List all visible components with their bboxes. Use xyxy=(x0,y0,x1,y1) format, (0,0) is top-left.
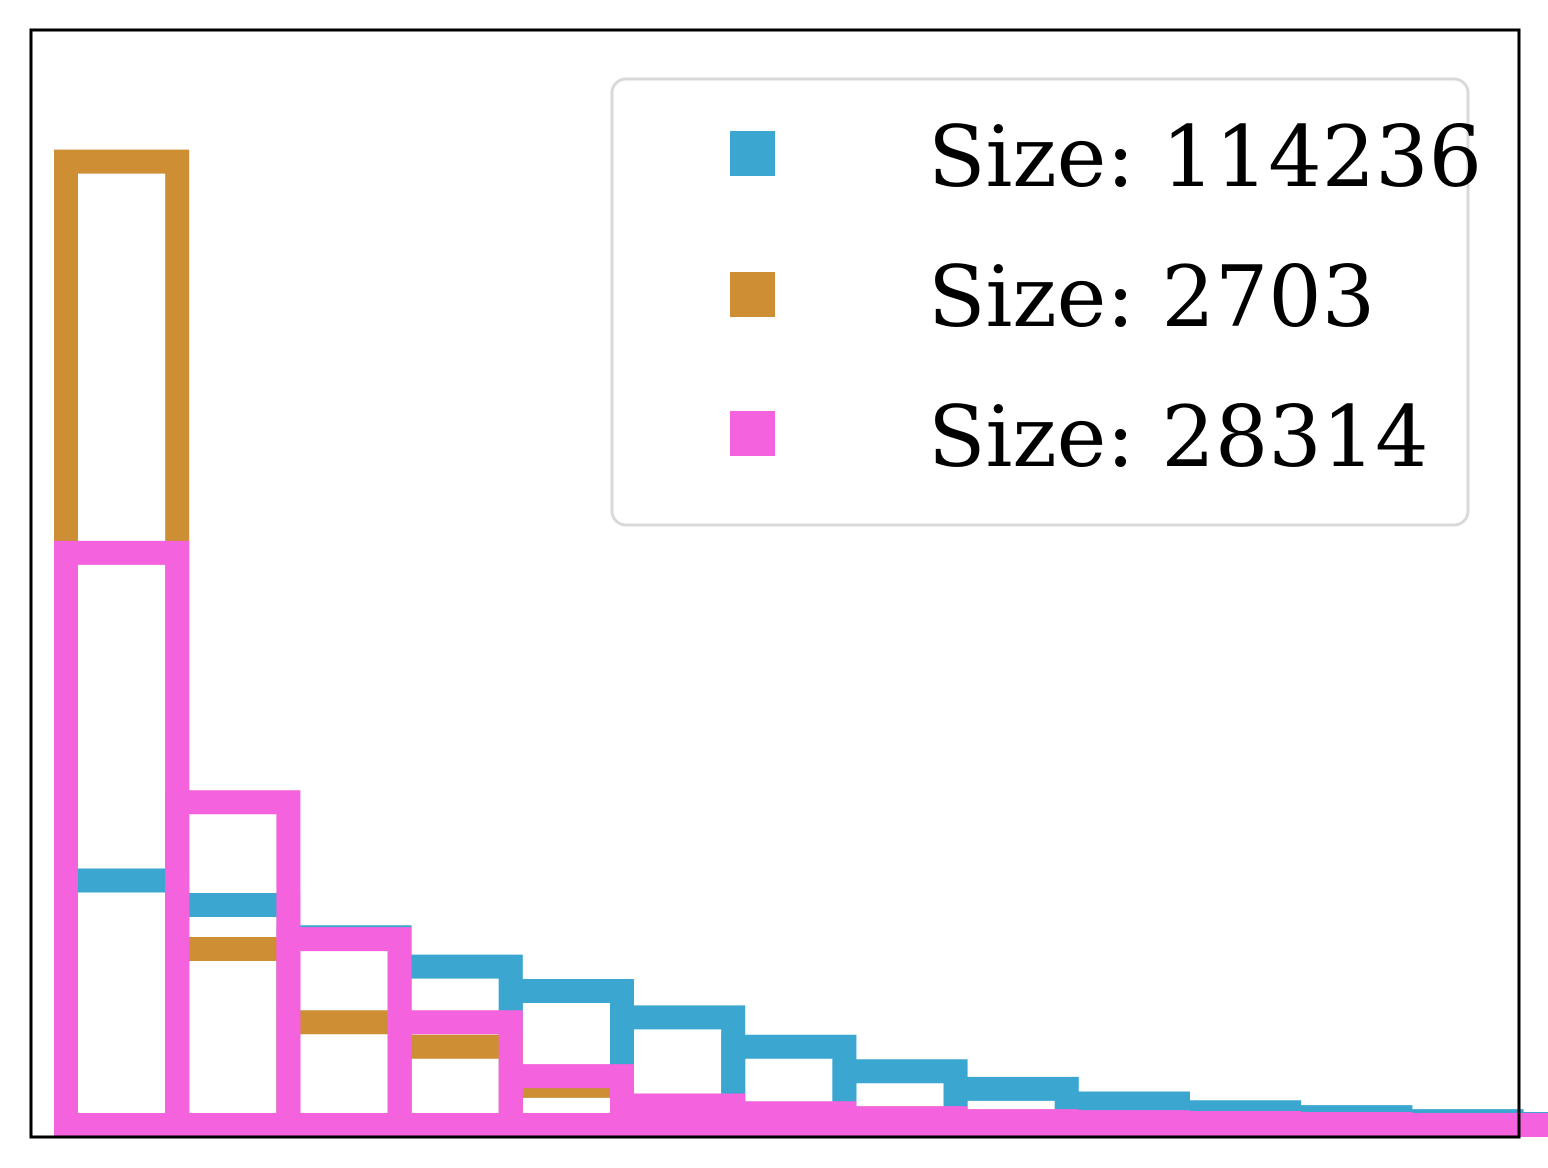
series-3 xyxy=(54,540,1548,1137)
legend-swatch-2 xyxy=(730,272,775,317)
plot-frame xyxy=(29,28,1521,1139)
series-layer xyxy=(54,149,1548,1137)
legend: Size: 114236 Size: 2703 Size: 28314 xyxy=(610,77,1482,527)
legend-box xyxy=(610,77,1470,527)
legend-label-2: Size: 2703 xyxy=(928,248,1375,346)
legend-label-3: Size: 28314 xyxy=(928,388,1429,486)
legend-swatch-3 xyxy=(730,411,775,456)
legend-label-1: Size: 114236 xyxy=(928,108,1482,206)
legend-swatch-1 xyxy=(730,131,775,176)
